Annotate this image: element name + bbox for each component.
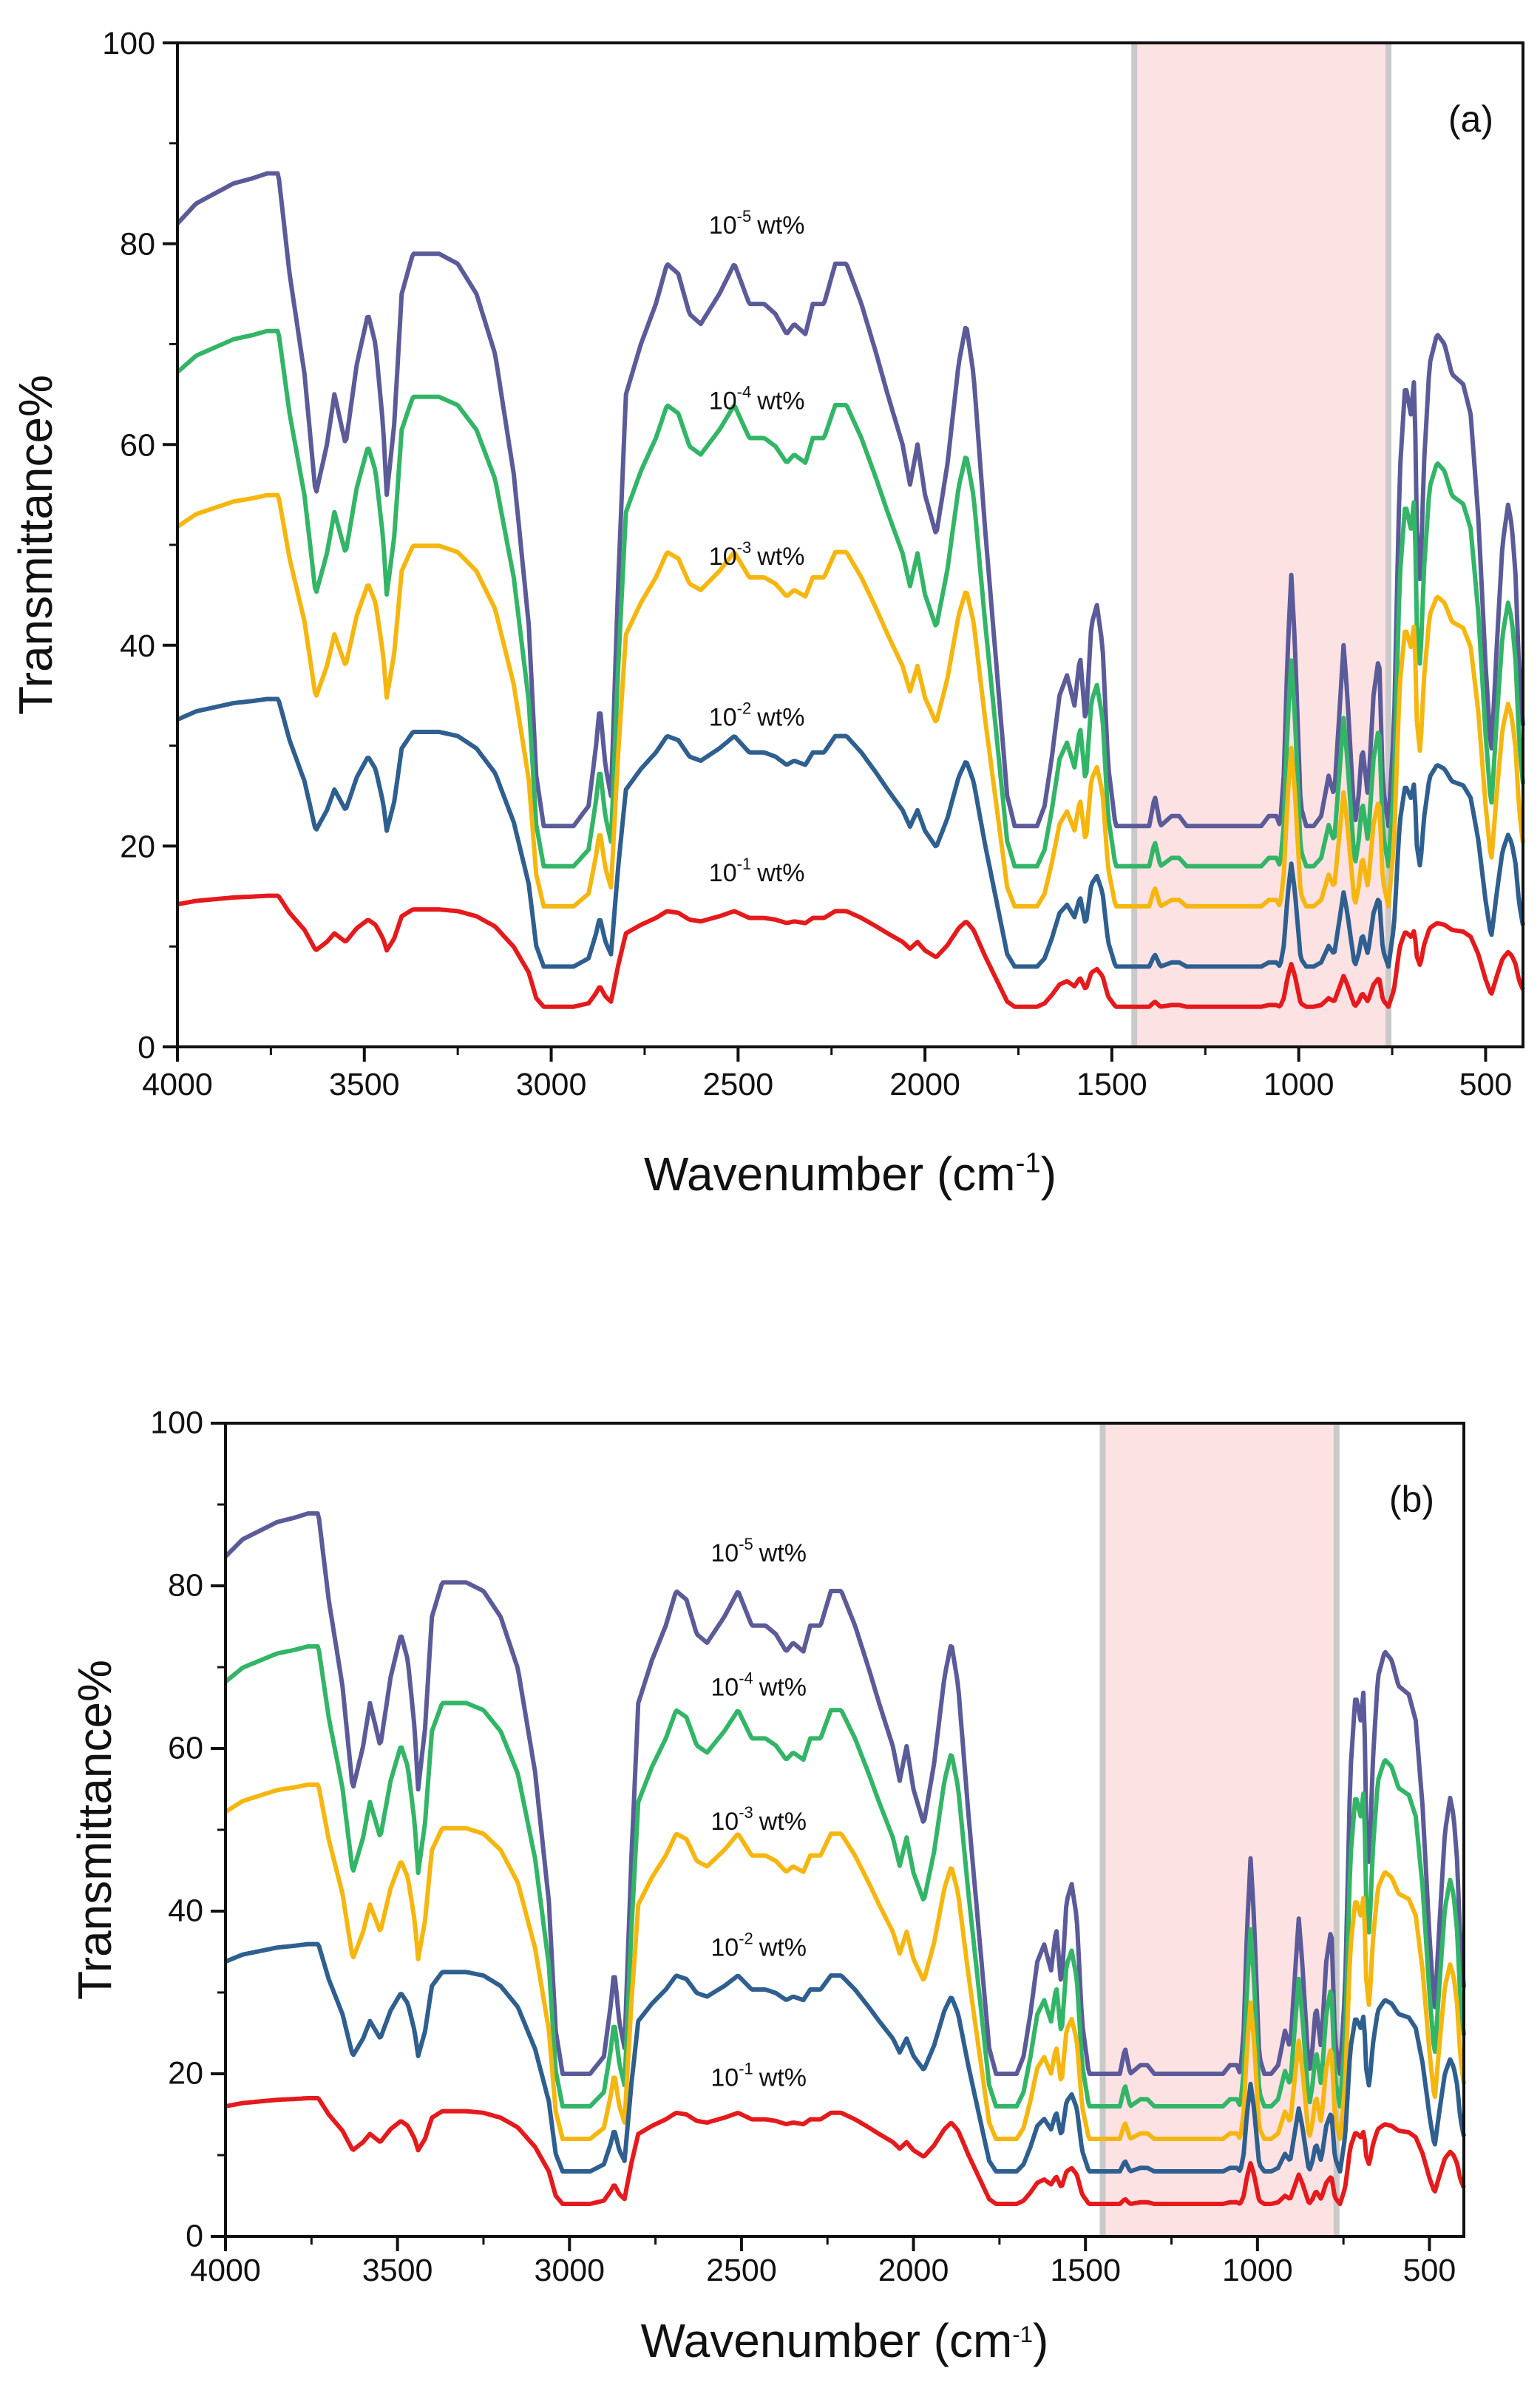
series-label-exponent: -2 xyxy=(737,699,752,717)
y-tick-label: 20 xyxy=(168,2055,203,2091)
series-label-0: 10-5 wt% xyxy=(709,207,805,240)
y-tick-label: 80 xyxy=(120,227,155,262)
series-label-exponent: -5 xyxy=(739,1535,753,1553)
series-label-exponent: -2 xyxy=(739,1930,753,1948)
series-label-base: 10 xyxy=(710,1674,739,1702)
series-label-unit: wt% xyxy=(759,1539,807,1567)
series-label-unit: wt% xyxy=(759,1934,807,1962)
series-line-3 xyxy=(176,696,1525,969)
series-label-unit: wt% xyxy=(759,2064,807,2092)
series-label-exponent: -3 xyxy=(737,538,752,557)
series-label-base: 10 xyxy=(710,1808,739,1836)
y-tick-label: 60 xyxy=(168,1730,203,1765)
series-label-unit: wt% xyxy=(756,859,804,887)
series-label-base: 10 xyxy=(709,859,737,887)
y-tick-label: 40 xyxy=(168,1893,203,1928)
series-label-exponent: -3 xyxy=(739,1803,753,1822)
series-label-4: 10-1 wt% xyxy=(710,2060,807,2092)
series-label-1: 10-4 wt% xyxy=(709,383,805,415)
series-label-4: 10-1 wt% xyxy=(709,855,805,887)
x-axis-title-suffix: ) xyxy=(1033,2314,1048,2367)
x-tick-label: 3500 xyxy=(329,1067,400,1102)
panel-label: (b) xyxy=(1389,1479,1434,1520)
x-tick-label: 500 xyxy=(1403,2253,1456,2288)
series-line-0 xyxy=(175,171,1525,829)
series-line-4 xyxy=(177,893,1525,1009)
x-tick-label: 2000 xyxy=(878,2253,949,2288)
series-label-base: 10 xyxy=(709,211,737,240)
x-axis-title: Wavenumber (cm-1) xyxy=(644,1147,1056,1201)
series-label-unit: wt% xyxy=(759,1808,807,1836)
x-axis-title-suffix: ) xyxy=(1041,1147,1056,1201)
series-label-unit: wt% xyxy=(756,543,804,571)
series-line-1 xyxy=(224,1644,1466,2109)
series-label-0: 10-5 wt% xyxy=(710,1535,807,1567)
x-tick-label: 3000 xyxy=(534,2253,605,2288)
y-tick-label: 100 xyxy=(150,1405,203,1440)
panel-label: (a) xyxy=(1448,98,1493,140)
series-label-2: 10-3 wt% xyxy=(710,1803,807,1836)
series-label-3: 10-2 wt% xyxy=(709,699,805,731)
series-line-4 xyxy=(224,2096,1466,2206)
series-label-2: 10-3 wt% xyxy=(709,538,805,571)
series-label-base: 10 xyxy=(709,543,737,571)
chart-panel-a: 10-5 wt%10-4 wt%10-3 wt%10-2 wt%10-1 wt%4000 3… xyxy=(9,26,1525,1201)
series-label-base: 10 xyxy=(710,1934,739,1962)
series-line-2 xyxy=(176,492,1525,909)
series-label-exponent: -4 xyxy=(737,383,752,401)
x-tick-label: 2500 xyxy=(706,2253,777,2288)
series-label-base: 10 xyxy=(710,2064,739,2092)
y-tick-label: 40 xyxy=(120,628,155,664)
series-label-3: 10-2 wt% xyxy=(710,1930,807,1962)
y-tick-label: 100 xyxy=(102,26,155,61)
series-label-unit: wt% xyxy=(756,387,804,415)
x-tick-label: 1500 xyxy=(1050,2253,1121,2288)
y-tick-label: 60 xyxy=(120,427,155,463)
x-axis-title-superscript: -1 xyxy=(1012,2321,1033,2347)
x-axis-title-superscript: -1 xyxy=(1016,1147,1041,1179)
y-axis-title: Transmittance% xyxy=(68,1660,121,2000)
x-tick-label: 2500 xyxy=(702,1067,773,1102)
y-tick-label: 0 xyxy=(138,1030,155,1065)
series-label-exponent: -5 xyxy=(737,207,752,225)
series-line-3 xyxy=(224,1941,1466,2174)
y-tick-label: 80 xyxy=(168,1567,203,1603)
series-label-exponent: -1 xyxy=(739,2060,753,2078)
x-axis-title: Wavenumber (cm-1) xyxy=(641,2314,1049,2367)
x-tick-label: 3000 xyxy=(516,1067,587,1102)
series-label-1: 10-4 wt% xyxy=(710,1669,807,1702)
x-tick-label: 4000 xyxy=(142,1067,213,1102)
series-label-unit: wt% xyxy=(759,1674,807,1702)
series-label-unit: wt% xyxy=(756,211,804,240)
x-tick-label: 4000 xyxy=(190,2253,261,2288)
x-tick-label: 1500 xyxy=(1076,1067,1147,1102)
series-label-base: 10 xyxy=(710,1539,739,1567)
x-axis-title-text: Wavenumber (cm xyxy=(641,2314,1013,2367)
series-label-unit: wt% xyxy=(756,703,804,731)
y-axis-title: Transmittance% xyxy=(9,375,62,715)
x-tick-label: 1000 xyxy=(1222,2253,1293,2288)
x-tick-label: 2000 xyxy=(889,1067,960,1102)
x-tick-label: 500 xyxy=(1459,1067,1513,1102)
x-tick-label: 1000 xyxy=(1263,1067,1334,1102)
y-tick-label: 0 xyxy=(186,2218,203,2253)
series-label-exponent: -4 xyxy=(739,1669,753,1688)
x-axis-title-text: Wavenumber (cm xyxy=(644,1147,1016,1201)
highlight-region xyxy=(1134,43,1388,1047)
x-tick-label: 3500 xyxy=(362,2253,433,2288)
series-label-exponent: -1 xyxy=(737,855,752,873)
y-tick-label: 20 xyxy=(120,829,155,864)
series-label-base: 10 xyxy=(709,387,737,415)
series-line-2 xyxy=(224,1782,1466,2141)
series-line-1 xyxy=(175,328,1525,869)
chart-panel-b: 10-5 wt%10-4 wt%10-3 wt%10-2 wt%10-1 wt%4000 3… xyxy=(68,1405,1466,2367)
series-label-base: 10 xyxy=(709,703,737,731)
